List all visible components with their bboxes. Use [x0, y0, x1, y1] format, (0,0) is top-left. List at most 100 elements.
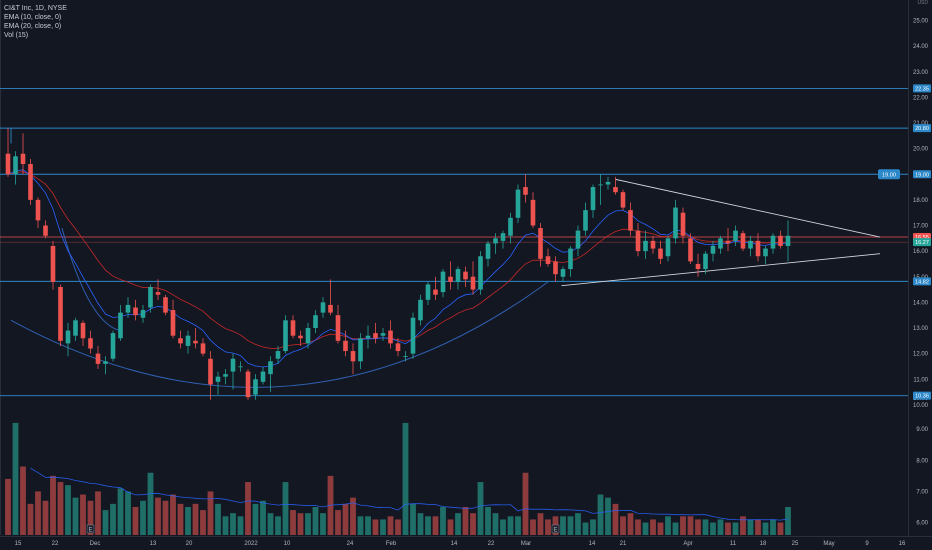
candle-body [658, 248, 663, 259]
candle-body [373, 333, 378, 339]
candle-body [155, 292, 161, 295]
candle-body [163, 297, 168, 313]
volume-bar [687, 516, 694, 535]
candle-body [740, 233, 746, 249]
candle-body [515, 189, 521, 218]
level-19-chart-badge-label: 19.00 [882, 172, 896, 178]
volume-bar [380, 519, 386, 535]
candle-body [733, 230, 738, 241]
candle-body [335, 315, 341, 341]
candle-body [455, 269, 461, 282]
candle-body [350, 351, 356, 362]
volume-bar [605, 497, 611, 535]
candle-body [508, 217, 513, 236]
candle-body [343, 340, 348, 352]
volume-bar [42, 500, 49, 535]
level-badge-label: 14.82 [915, 279, 929, 285]
candle-body [665, 238, 671, 257]
level-badge [913, 84, 931, 93]
volume-bar [507, 516, 514, 535]
candle-body [778, 235, 783, 246]
level-badge-label: 20.80 [915, 126, 929, 132]
volume-bar [492, 513, 499, 535]
candle-body [125, 304, 131, 313]
volume-bar [50, 475, 56, 535]
volume-bar [455, 513, 461, 535]
volume-bar [657, 522, 664, 535]
volume-bar [762, 522, 769, 535]
volume-bar [522, 472, 529, 535]
volume-bar [65, 485, 71, 535]
legend-volume: Vol (15) [4, 32, 29, 39]
volume-bar [627, 513, 634, 535]
volume-bar [732, 522, 739, 535]
candle-body [388, 330, 393, 344]
candle-body [313, 315, 318, 328]
candle-body [223, 374, 228, 377]
candle-body [590, 187, 596, 211]
volume-bar [425, 516, 431, 535]
volume-bar [350, 497, 356, 535]
level-badge [913, 391, 931, 400]
candle-body [785, 235, 791, 246]
volume-bar [215, 503, 221, 535]
x-tick-label: Mar [521, 541, 531, 547]
candle-body [298, 335, 303, 339]
candle-body [103, 361, 108, 364]
candle-body [710, 246, 716, 254]
volume-bar [440, 506, 446, 535]
volume-bar [125, 491, 131, 535]
y-tick-label: 18.00 [913, 198, 929, 204]
volume-bar [695, 519, 701, 535]
candle-body [20, 153, 26, 164]
candle-body [440, 271, 446, 293]
y-tick-label: 24.00 [913, 44, 929, 50]
candle-body [673, 207, 678, 239]
volume-bar [560, 516, 566, 535]
volume-bar [312, 506, 319, 535]
level-badge [913, 124, 931, 133]
volume-bar [275, 516, 281, 535]
candle-body [553, 261, 558, 275]
volume-bar [80, 494, 86, 535]
candle-body [260, 371, 266, 382]
candle-body [13, 156, 18, 175]
volume-bar [372, 519, 379, 535]
volume-bar [12, 422, 19, 535]
candle-body [208, 358, 213, 385]
volume-bar [297, 513, 304, 535]
volume-bar [200, 510, 206, 535]
y-tick-label: 11.00 [913, 377, 928, 383]
volume-bar [185, 506, 191, 535]
volume-bar [530, 519, 536, 535]
candle-body [178, 338, 183, 344]
currency-label: USD [917, 0, 928, 6]
candle-body [478, 256, 483, 290]
volume-bar [237, 516, 244, 535]
x-tick-label: 11 [730, 541, 737, 547]
volume-bar [567, 516, 574, 535]
volume-bar [470, 513, 476, 535]
candle-body [583, 210, 588, 231]
candle-body [358, 338, 363, 362]
volume-bar [770, 519, 776, 535]
volume-bar [365, 516, 371, 535]
volume-bar [620, 516, 626, 535]
prev-close-badge-label: 16.27 [915, 240, 929, 246]
volume-bar [387, 516, 394, 535]
volume-bar [320, 513, 326, 535]
y-tick-label: 12.00 [913, 352, 929, 358]
legend-ema10: EMA (10, close, 0) [4, 14, 62, 21]
volume-bar [207, 491, 214, 535]
level-badge [913, 277, 931, 286]
candle-body [613, 187, 618, 193]
volume-bar [462, 506, 469, 535]
volume-bar [260, 500, 266, 535]
x-tick-label: 25 [792, 541, 799, 547]
y-tick-label: 14.00 [913, 300, 929, 306]
candle-body [305, 328, 311, 344]
x-tick-label: 20 [186, 541, 193, 547]
candle-body [110, 333, 116, 359]
legend-ema20: EMA (20, close, 0) [4, 23, 62, 30]
